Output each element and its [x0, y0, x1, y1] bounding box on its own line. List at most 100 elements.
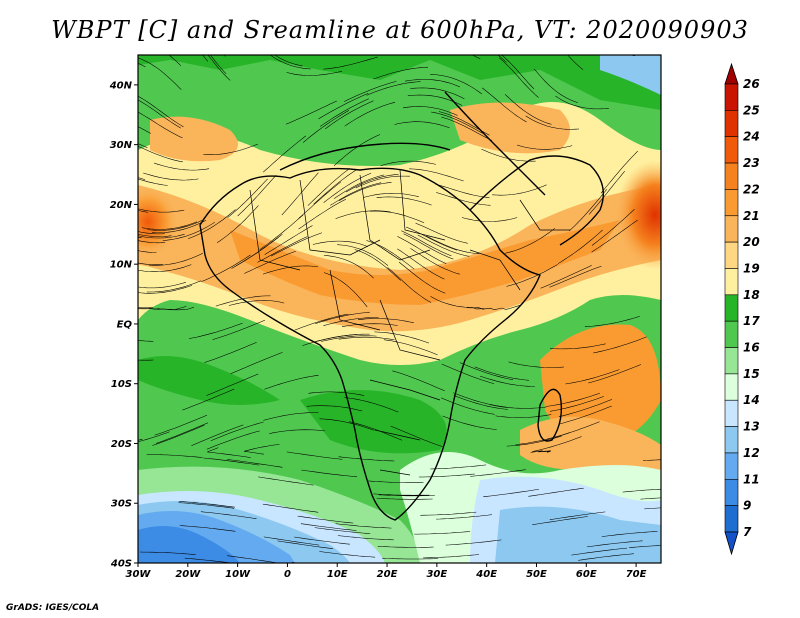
streamline: [390, 425, 443, 447]
streamline: [591, 219, 638, 253]
streamline: [506, 264, 558, 287]
streamline: [138, 126, 151, 134]
streamline: [262, 265, 319, 275]
streamline: [138, 233, 172, 237]
streamline: [138, 306, 187, 310]
streamline: [298, 181, 342, 219]
colorbar: 26 25 24 23 22 21 20 19 18 17 16 15 14 13 12 11 9 7: [724, 62, 760, 556]
streamline: [227, 555, 280, 563]
streamline: [366, 240, 415, 270]
streamline: [315, 311, 370, 324]
streamline: [155, 422, 209, 444]
streamline: [405, 79, 461, 88]
streamline: [297, 515, 354, 524]
streamline: [403, 233, 454, 260]
streamline: [228, 300, 285, 306]
streamline: [394, 121, 450, 129]
streamline: [338, 456, 395, 462]
lat-tick-label: 10N: [110, 260, 133, 271]
map-frame: [137, 54, 662, 564]
streamline: [333, 134, 381, 167]
streamline: [459, 362, 514, 380]
colorbar-label: 7: [743, 525, 752, 539]
streamline: [138, 264, 192, 272]
lon-tick-label: 10E: [327, 569, 348, 580]
colorbar-arrow-bottom: [724, 531, 739, 556]
streamline: [223, 55, 225, 56]
streamline: [286, 451, 343, 460]
streamline: [530, 450, 551, 453]
streamline: [540, 265, 592, 289]
streamline: [545, 392, 600, 407]
lat-axis: 40N 30N 20N 10N EQ 10S 20S 30S 40S: [109, 80, 138, 570]
streamline: [378, 494, 435, 497]
colorbar-swatch: [724, 241, 739, 269]
streamline: [138, 359, 154, 361]
streamline: [138, 431, 170, 443]
lat-tick-label: 30S: [111, 499, 132, 510]
streamline: [453, 392, 508, 408]
streamline: [200, 511, 257, 519]
streamline: [571, 547, 628, 556]
streamline: [474, 366, 529, 381]
streamline: [397, 236, 447, 264]
streamline: [182, 388, 235, 411]
streamline: [207, 55, 231, 81]
streamline: [138, 236, 142, 239]
colorbar-swatch: [724, 136, 739, 164]
colorbar-label: 23: [743, 156, 760, 170]
streamline: [549, 396, 604, 412]
streamline: [138, 231, 165, 235]
streamline: [629, 545, 661, 548]
streamline: [420, 511, 477, 516]
streamline: [622, 488, 661, 493]
streamline: [263, 536, 320, 546]
streamline: [212, 319, 266, 340]
streamline: [319, 551, 376, 558]
streamline: [374, 331, 430, 344]
streamline: [410, 248, 460, 275]
streamline: [179, 501, 235, 508]
streamline: [138, 210, 149, 213]
streamline: [264, 225, 313, 255]
streamline: [210, 421, 264, 441]
streamline: [227, 178, 268, 218]
streamline: [201, 254, 251, 282]
streamline: [383, 339, 438, 356]
streamline: [643, 459, 661, 461]
streamline: [138, 262, 163, 265]
streamline: [373, 66, 429, 80]
streamline: [138, 339, 154, 342]
streamline: [438, 111, 490, 136]
streamline: [215, 295, 271, 307]
lon-tick-label: 10W: [225, 569, 251, 580]
streamline: [497, 55, 507, 63]
streamline: [138, 57, 182, 90]
streamline: [344, 102, 396, 127]
streamline: [423, 554, 480, 559]
streamline: [138, 302, 139, 303]
streamline: [152, 220, 207, 233]
streamline: [154, 414, 208, 436]
streamline: [392, 370, 445, 392]
streamline: [138, 208, 185, 213]
streamline: [321, 335, 377, 342]
colorbar-label: 11: [743, 472, 760, 486]
colorbar-label: 12: [743, 446, 760, 460]
streamline: [143, 172, 199, 181]
streamline: [504, 94, 552, 125]
streamline: [138, 250, 157, 253]
streamline: [318, 93, 369, 120]
streamline: [323, 255, 374, 279]
streamline: [207, 447, 251, 458]
streamline: [366, 81, 421, 96]
lat-tick-label: 20N: [110, 200, 133, 211]
colorbar-label: 18: [743, 288, 760, 302]
streamline: [338, 336, 395, 341]
streamline: [178, 502, 235, 509]
colorbar-label: 17: [743, 314, 760, 328]
streamline: [230, 352, 283, 374]
streamline: [398, 261, 446, 294]
streamline: [435, 183, 490, 198]
